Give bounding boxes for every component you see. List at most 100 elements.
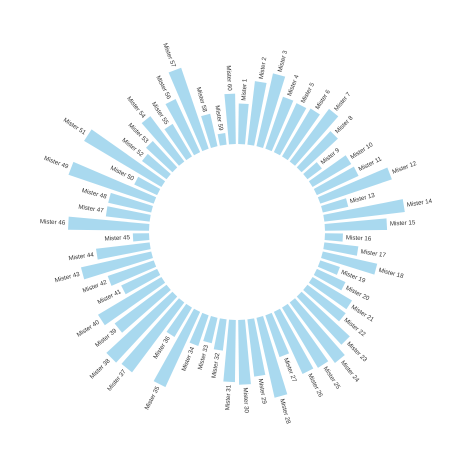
- bar-47: [105, 206, 151, 222]
- bar-56: [165, 98, 201, 156]
- bar-23: [296, 291, 350, 345]
- bar-37: [121, 298, 185, 373]
- bar-label-3: Mister 3: [277, 49, 290, 73]
- bar-label-23: Mister 23: [345, 340, 368, 363]
- bar-label-51: Mister 51: [62, 117, 88, 137]
- bar-6: [282, 108, 320, 161]
- bar-11: [313, 166, 359, 196]
- bar-31: [223, 319, 236, 383]
- bar-39: [114, 284, 171, 333]
- bar-54: [141, 116, 185, 166]
- bar-48: [108, 192, 153, 213]
- bar-24: [289, 298, 345, 364]
- bar-55: [164, 123, 192, 161]
- bar-7: [289, 108, 339, 166]
- bar-12: [317, 167, 392, 204]
- bar-label-32: Mister 32: [211, 352, 222, 379]
- bar-label-27: Mister 27: [282, 357, 298, 384]
- bar-label-28: Mister 28: [278, 398, 291, 425]
- bar-27: [265, 312, 290, 358]
- bar-label-40: Mister 40: [76, 319, 102, 339]
- bar-16: [324, 233, 343, 242]
- bar-3: [256, 73, 286, 148]
- bar-22: [303, 284, 346, 322]
- bar-label-54: Mister 54: [125, 95, 147, 120]
- bar-label-26: Mister 26: [306, 373, 324, 399]
- bar-40: [97, 277, 166, 326]
- bar-label-57: Mister 57: [161, 42, 177, 69]
- bar-label-34: Mister 34: [181, 345, 197, 372]
- bar-2: [247, 81, 267, 146]
- bar-4: [265, 96, 294, 152]
- bar-label-37: Mister 37: [106, 368, 128, 393]
- bar-label-29: Mister 29: [257, 378, 268, 405]
- bars-layer: [68, 67, 405, 398]
- bar-32: [213, 318, 227, 351]
- bar-label-35: Mister 35: [144, 385, 162, 411]
- bar-44: [95, 242, 151, 260]
- bar-label-7: Mister 7: [333, 91, 353, 113]
- bar-8: [296, 131, 338, 173]
- bar-35: [153, 308, 201, 388]
- bar-42: [107, 260, 157, 286]
- bar-18: [321, 251, 378, 275]
- bar-label-6: Mister 6: [314, 88, 332, 111]
- bar-label-43: Mister 43: [54, 271, 81, 284]
- bar-label-13: Mister 13: [349, 192, 376, 205]
- bar-53: [145, 140, 178, 173]
- bar-label-10: Mister 10: [349, 141, 375, 161]
- bar-52: [142, 153, 171, 180]
- bar-33: [203, 316, 218, 344]
- bar-label-11: Mister 11: [357, 155, 383, 173]
- bar-17: [323, 242, 359, 256]
- bar-34: [189, 312, 209, 346]
- bar-label-56: Mister 56: [154, 75, 172, 101]
- bar-38: [106, 291, 178, 363]
- bar-label-60: Mister 60: [225, 65, 233, 91]
- bar-label-25: Mister 25: [322, 365, 342, 391]
- bar-9: [303, 162, 322, 180]
- bar-label-24: Mister 24: [339, 359, 361, 384]
- bar-13: [321, 198, 349, 213]
- bar-label-21: Mister 21: [350, 304, 376, 324]
- bar-1: [238, 103, 249, 145]
- bar-60: [224, 93, 236, 145]
- bar-label-33: Mister 33: [197, 344, 210, 371]
- bar-41: [121, 268, 161, 295]
- bar-label-49: Mister 49: [43, 155, 70, 171]
- bar-45: [132, 233, 150, 242]
- bar-14: [323, 199, 405, 222]
- bar-20: [313, 268, 346, 291]
- bar-label-59: Mister 59: [213, 105, 224, 132]
- bar-5: [273, 103, 307, 156]
- bar-label-2: Mister 2: [258, 56, 268, 79]
- bar-36: [166, 303, 192, 337]
- bar-30: [238, 319, 251, 385]
- bar-label-31: Mister 31: [224, 384, 232, 410]
- bar-25: [282, 303, 329, 368]
- bar-label-17: Mister 17: [360, 248, 387, 259]
- bar-label-14: Mister 14: [406, 198, 433, 209]
- bar-59: [217, 133, 227, 146]
- bar-26: [273, 308, 314, 374]
- bar-50: [134, 176, 161, 196]
- bar-21: [308, 277, 353, 310]
- bar-label-47: Mister 47: [78, 204, 105, 215]
- bar-51: [84, 129, 166, 187]
- bar-label-4: Mister 4: [286, 74, 301, 98]
- bar-label-16: Mister 16: [346, 234, 372, 242]
- bar-43: [80, 251, 153, 280]
- bar-label-12: Mister 12: [391, 160, 418, 176]
- bar-46: [68, 216, 150, 231]
- bar-29: [247, 318, 266, 377]
- bar-28: [256, 316, 288, 398]
- bar-label-42: Mister 42: [82, 279, 109, 295]
- bar-label-48: Mister 48: [81, 187, 108, 200]
- bar-58: [201, 113, 218, 148]
- bar-10: [308, 155, 352, 187]
- bar-label-38: Mister 38: [89, 357, 112, 380]
- bar-57: [168, 67, 209, 152]
